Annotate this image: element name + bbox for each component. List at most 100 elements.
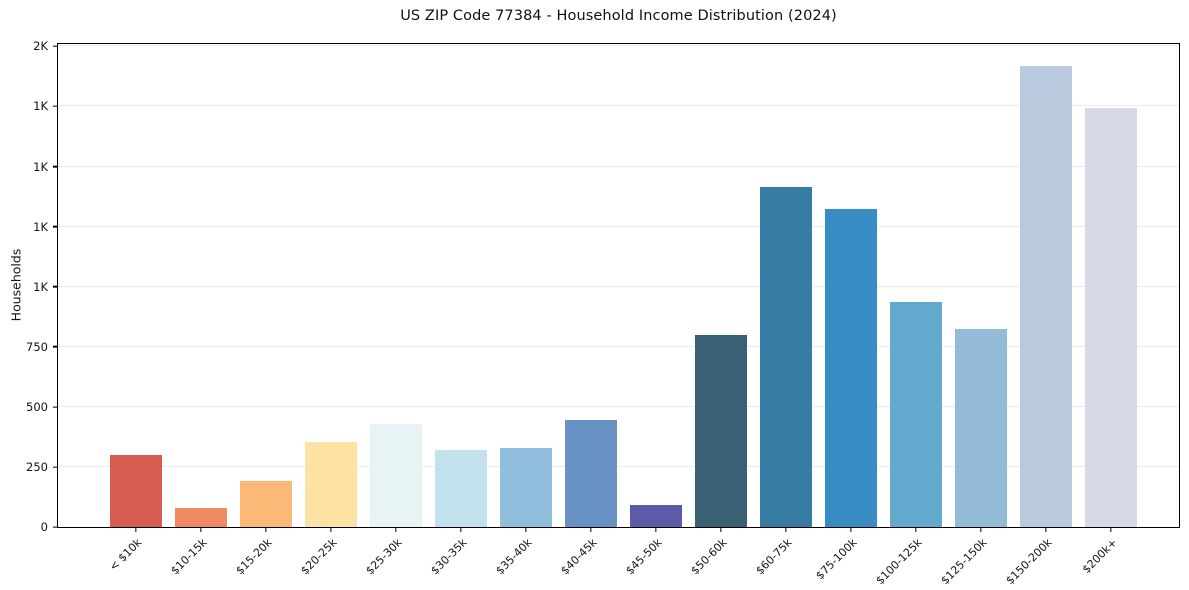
x-tick-slot: < $10k xyxy=(103,527,168,589)
x-tick-slot: $10-15k xyxy=(168,527,233,589)
gridline xyxy=(58,165,1179,167)
bar-slot xyxy=(1078,44,1143,527)
bar-$35-40k xyxy=(499,447,552,527)
x-tick-mark xyxy=(914,527,917,532)
x-tick-slot: $125-150k xyxy=(939,527,1013,589)
x-tick-label: $15-20k xyxy=(233,536,275,578)
x-tick-mark xyxy=(719,527,722,532)
y-axis-tick-marks xyxy=(52,44,58,528)
gridline xyxy=(58,405,1179,407)
bar-$50-60k xyxy=(694,334,747,527)
y-tick-mark xyxy=(52,105,58,108)
bar-$40-45k xyxy=(564,420,617,527)
x-tick-slot: $75-100k xyxy=(813,527,883,589)
bar-$125-150k xyxy=(954,328,1007,527)
x-tick-label: $45-50k xyxy=(623,536,665,578)
plot-area xyxy=(57,43,1180,528)
y-tick-mark xyxy=(52,526,58,528)
x-tick-label: $200k+ xyxy=(1079,536,1120,577)
gridline xyxy=(58,465,1179,467)
bar-$150-200k xyxy=(1019,65,1072,527)
y-tick-label: 1K xyxy=(33,159,48,174)
x-tick-mark xyxy=(849,527,852,532)
gridline xyxy=(58,225,1179,227)
x-tick-mark xyxy=(589,527,592,532)
bar-slot xyxy=(753,44,818,527)
y-tick-label: 2K xyxy=(33,39,48,54)
y-axis-tick-labels: 0 250 500 750 1K 1K 1K 1K 2K xyxy=(0,39,48,534)
y-tick-label: 0 xyxy=(40,520,48,534)
x-tick-label: $10-15k xyxy=(168,536,210,578)
gridlines xyxy=(58,44,1179,527)
x-axis: < $10k $10-15k $15-20k $20-25k $25-30k $30-35… xyxy=(58,527,1179,589)
gridline xyxy=(58,285,1179,287)
gridline xyxy=(58,45,1179,47)
x-tick-mark xyxy=(394,527,397,532)
bar-slot xyxy=(818,44,883,527)
bar-slot xyxy=(428,44,493,527)
x-tick-label: $75-100k xyxy=(813,536,860,583)
x-tick-slot: $200k+ xyxy=(1078,527,1143,589)
x-tick-slot: $45-50k xyxy=(623,527,688,589)
x-tick-slot: $15-20k xyxy=(233,527,298,589)
bars-row xyxy=(58,44,1179,527)
x-tick-label: $30-35k xyxy=(428,536,470,578)
x-tick-mark xyxy=(979,527,982,532)
x-tick-slot: $100-125k xyxy=(874,527,948,589)
x-tick-slot: $25-30k xyxy=(363,527,428,589)
bar-slot xyxy=(493,44,558,527)
y-tick-label: 500 xyxy=(26,399,48,414)
gridline xyxy=(58,105,1179,107)
bar-$200k+ xyxy=(1084,107,1137,527)
bar-$100-125k xyxy=(889,302,942,527)
y-tick-label: 1K xyxy=(33,99,48,114)
x-tick-mark xyxy=(784,527,787,532)
x-tick-mark xyxy=(134,527,137,532)
x-tick-label: $20-25k xyxy=(298,536,340,578)
bar-slot xyxy=(363,44,428,527)
x-tick-label: $25-30k xyxy=(363,536,405,578)
y-tick-label: 250 xyxy=(26,459,48,474)
x-tick-mark xyxy=(1044,527,1047,532)
x-tick-mark xyxy=(199,527,202,532)
x-tick-slot: $150-200k xyxy=(1004,527,1078,589)
bar-$15-20k xyxy=(239,481,292,527)
x-tick-label: < $10k xyxy=(107,536,145,574)
bar-slot xyxy=(948,44,1013,527)
bar-$60-75k xyxy=(759,186,812,527)
bar-$25-30k xyxy=(369,423,422,527)
bar-slot xyxy=(623,44,688,527)
x-tick-slot: $20-25k xyxy=(298,527,363,589)
x-tick-slot: $60-75k xyxy=(753,527,818,589)
x-tick-label: $35-40k xyxy=(493,536,535,578)
bar-slot xyxy=(233,44,298,527)
x-tick-label: $50-60k xyxy=(688,536,730,578)
x-tick-mark xyxy=(654,527,657,532)
x-tick-label: $60-75k xyxy=(753,536,795,578)
x-tick-slot: $40-45k xyxy=(558,527,623,589)
bar-$45-50k xyxy=(629,505,682,527)
y-tick-label: 1K xyxy=(33,279,48,294)
bar-slot xyxy=(168,44,233,527)
y-tick-label: 1K xyxy=(33,219,48,234)
bar-slot xyxy=(688,44,753,527)
bar-$10-15k xyxy=(174,507,227,527)
x-tick-slot: $30-35k xyxy=(428,527,493,589)
x-tick-mark xyxy=(329,527,332,532)
chart-title: US ZIP Code 77384 - Household Income Dis… xyxy=(400,8,837,24)
bar-slot xyxy=(1013,44,1078,527)
y-tick-mark xyxy=(52,45,58,48)
x-tick-label: $40-45k xyxy=(558,536,600,578)
y-tick-mark xyxy=(52,466,58,468)
bar-slot xyxy=(883,44,948,527)
y-tick-mark xyxy=(52,406,58,408)
y-tick-mark xyxy=(52,346,58,348)
x-tick-slot: $50-60k xyxy=(688,527,753,589)
x-tick-mark xyxy=(524,527,527,532)
x-tick-mark xyxy=(264,527,267,532)
x-tick-slot: $35-40k xyxy=(493,527,558,589)
gridline xyxy=(58,345,1179,347)
y-tick-label: 750 xyxy=(26,339,48,354)
x-tick-mark xyxy=(1109,527,1112,532)
